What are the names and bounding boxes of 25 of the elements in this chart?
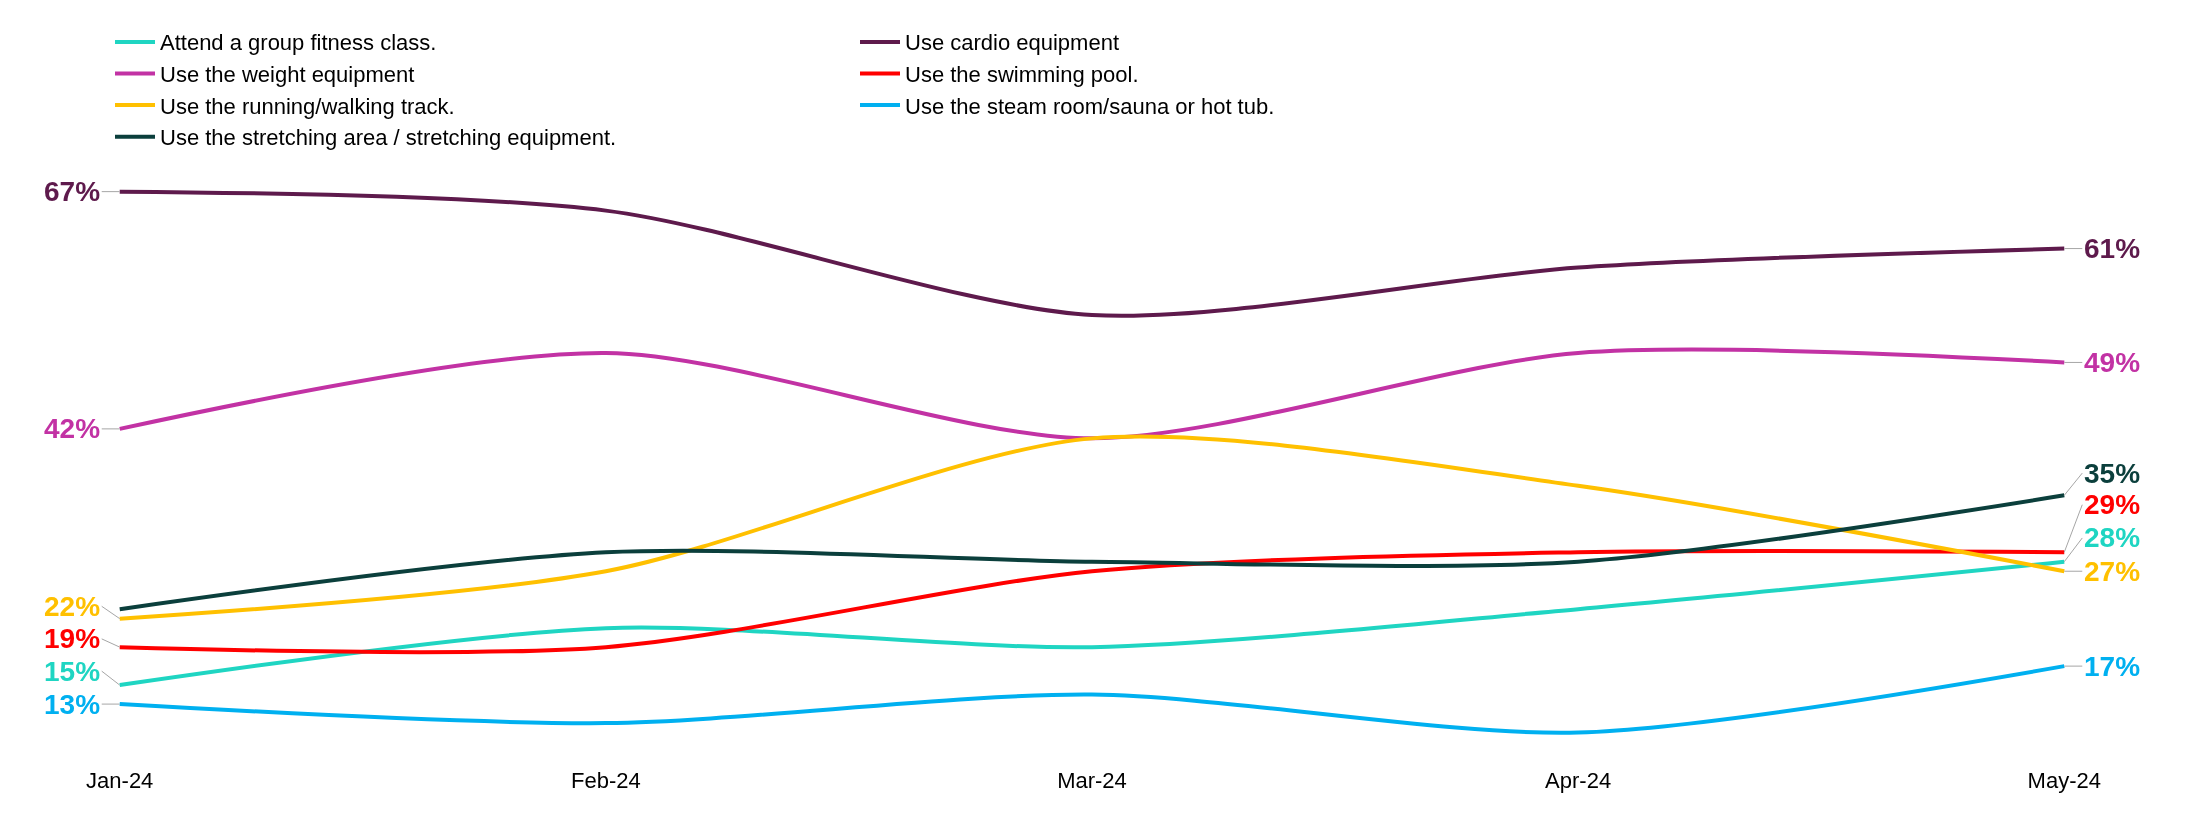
legend-label: Use cardio equipment (905, 30, 1120, 56)
data-label: 22% (44, 591, 101, 622)
data-label: 61% (2084, 233, 2141, 264)
x-tick-label: Feb-24 (571, 768, 641, 793)
data-label: 49% (2084, 347, 2141, 378)
legend-label: Use the swimming pool. (905, 62, 1139, 88)
data-label: 19% (44, 623, 101, 654)
legend-label: Use the stretching area / stretching equipment. (160, 125, 617, 151)
legend-label: Use the weight equipment (160, 62, 415, 88)
data-label: 17% (2084, 651, 2141, 682)
data-label: 42% (44, 413, 101, 444)
data-label: 27% (2084, 556, 2141, 587)
legend-label: Attend a group fitness class. (160, 30, 437, 56)
data-label: 15% (44, 656, 101, 687)
x-tick-label: Mar-24 (1057, 768, 1127, 793)
data-label: 28% (2084, 522, 2141, 553)
legend-label: Use the steam room/sauna or hot tub. (905, 93, 1275, 119)
legend-label: Use the running/walking track. (160, 93, 455, 119)
x-tick-label: May-24 (2027, 768, 2101, 793)
x-tick-label: Apr-24 (1545, 768, 1612, 793)
data-label: 13% (44, 689, 101, 720)
x-tick-label: Jan-24 (86, 768, 154, 793)
data-label: 35% (2084, 458, 2141, 489)
data-label: 29% (2084, 489, 2141, 520)
data-label: 67% (44, 176, 101, 207)
